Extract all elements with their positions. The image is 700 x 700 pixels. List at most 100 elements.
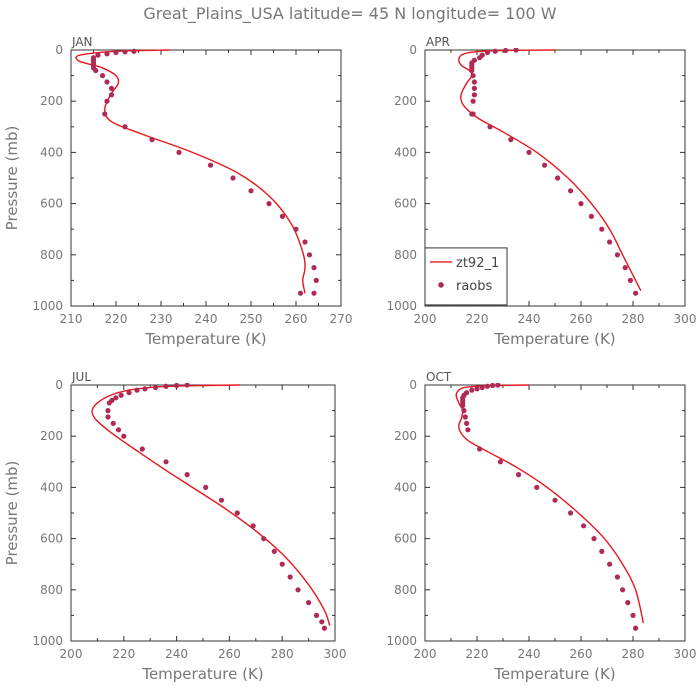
apr-raob-point xyxy=(578,201,584,207)
legend-box xyxy=(424,247,508,306)
oct-raob-point xyxy=(479,384,485,391)
jul-raob-point xyxy=(115,427,122,433)
oct-raob-point xyxy=(620,587,626,593)
oct-raob-point xyxy=(484,383,490,389)
jan-panel: 210 220 230 240 250 260 270 0 200 400 600 800 1000 JA… xyxy=(3,35,352,348)
jul-raob-point xyxy=(321,625,328,631)
jan-ytick-label: 200 xyxy=(40,94,63,108)
oct-xtick-label: 260 xyxy=(570,647,593,661)
jul-ytick-label: 400 xyxy=(40,480,63,494)
jul-xtick-label: 280 xyxy=(271,647,294,661)
oct-raob-point xyxy=(568,510,574,516)
jul-ytick-label: 1000 xyxy=(32,634,63,648)
jul-raob-point xyxy=(295,587,301,593)
oct-raob-point xyxy=(581,523,587,529)
jul-panel: 200 220 240 260 280 300 0 200 400 600 800 1000 JUL Te… xyxy=(3,370,346,683)
apr-raob-point xyxy=(471,85,477,91)
jan-ytick-label: 600 xyxy=(40,197,63,211)
apr-raob-point xyxy=(555,175,561,181)
apr-ytick-label: 400 xyxy=(394,145,417,159)
jan-raob-point xyxy=(104,98,110,104)
jan-raob-point xyxy=(149,137,155,143)
jan-raob-point xyxy=(306,252,313,258)
jan-ytick-label: 0 xyxy=(55,43,63,57)
jan-raob-point xyxy=(113,49,119,56)
jul-raob-point xyxy=(106,400,112,406)
jul-raob-point xyxy=(152,384,159,391)
apr-panel-label: APR xyxy=(426,35,450,49)
legend-dot-swatch xyxy=(438,282,444,288)
jul-raob-point xyxy=(121,433,127,439)
apr-raob-point xyxy=(492,48,498,54)
oct-raob-point xyxy=(465,427,471,433)
jan-raob-point xyxy=(311,265,317,271)
jan-raob-point xyxy=(131,48,137,54)
apr-raob-point xyxy=(471,92,477,98)
apr-raob-point xyxy=(526,149,532,155)
apr-raob-point xyxy=(470,73,476,79)
oct-panel: 200 220 240 260 280 300 0 200 400 600 800 1000 OCT Te… xyxy=(386,370,696,683)
apr-xtick-label: 260 xyxy=(570,312,593,326)
jan-raob-point xyxy=(279,213,286,219)
jul-raob-point xyxy=(105,408,111,414)
jan-raob-point xyxy=(102,111,108,117)
apr-raob-point xyxy=(588,213,595,219)
apr-raob-point xyxy=(607,239,613,245)
jan-ytick-label: 800 xyxy=(40,248,63,262)
figure-title: Great_Plains_USA latitude= 45 N longitud… xyxy=(143,4,556,24)
oct-ytick-label: 1000 xyxy=(386,634,417,648)
jul-ylabel: Pressure (mb) xyxy=(3,461,21,566)
apr-raob-point xyxy=(508,137,514,143)
apr-model-line xyxy=(458,49,642,291)
jan-raob-point xyxy=(108,92,115,98)
jul-xlabel: Temperature (K) xyxy=(141,665,263,683)
apr-xtick-label: 240 xyxy=(518,312,541,326)
apr-raob-point xyxy=(503,48,509,54)
jan-xlabel: Temperature (K) xyxy=(144,330,266,348)
jan-xtick-label: 230 xyxy=(150,312,173,326)
jul-xtick-label: 220 xyxy=(112,647,135,661)
apr-raob-point xyxy=(599,226,605,232)
oct-raob-point xyxy=(607,561,613,567)
oct-ytick-label: 400 xyxy=(394,480,417,494)
jan-raob-point xyxy=(104,79,110,85)
apr-raob-point xyxy=(513,48,519,53)
oct-raob-point xyxy=(614,574,621,580)
jul-data xyxy=(91,383,331,631)
jul-raob-point xyxy=(174,383,180,389)
jan-raob-point xyxy=(95,52,101,58)
jul-raob-point xyxy=(142,386,148,392)
jul-ytick-label: 800 xyxy=(40,583,63,597)
apr-ytick-label: 0 xyxy=(409,43,417,57)
jul-ytick-label: 600 xyxy=(40,532,63,546)
apr-ytick-label: 600 xyxy=(394,197,417,211)
jan-panel-label: JAN xyxy=(71,35,93,49)
jan-xtick-label: 270 xyxy=(330,312,353,326)
apr-raob-point xyxy=(614,252,621,258)
jan-data xyxy=(75,48,319,296)
oct-xtick-label: 300 xyxy=(674,647,697,661)
jul-raob-point xyxy=(118,392,124,398)
oct-raob-point xyxy=(460,402,466,409)
jul-raob-point xyxy=(139,446,145,452)
jul-ytick-label: 0 xyxy=(55,378,63,392)
oct-raob-point xyxy=(474,386,480,392)
apr-raob-point xyxy=(627,277,634,283)
oct-raob-point xyxy=(599,548,605,555)
oct-raob-point xyxy=(534,484,540,490)
jul-raob-point xyxy=(313,612,320,619)
apr-raob-point xyxy=(622,265,628,271)
apr-ytick-label: 200 xyxy=(394,94,417,108)
jan-raob-point xyxy=(230,175,236,181)
jan-raob-point xyxy=(99,73,106,79)
jan-raob-point xyxy=(248,188,254,194)
oct-xtick-label: 220 xyxy=(466,647,489,661)
apr-raob-point xyxy=(470,98,476,104)
oct-raob-point xyxy=(477,446,483,452)
jan-raob-point xyxy=(108,85,115,91)
jan-xtick-label: 210 xyxy=(60,312,83,326)
jul-raob-point xyxy=(279,561,285,567)
oct-raob-point xyxy=(464,420,470,426)
